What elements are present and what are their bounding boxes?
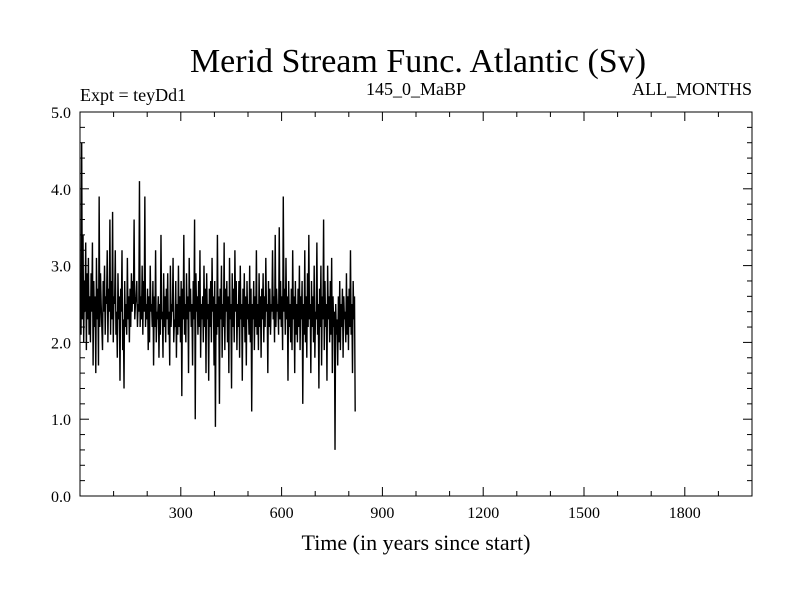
experiment-label: Expt = teyDd1 <box>80 85 186 105</box>
series-line-0 <box>79 142 356 450</box>
y-tick-label: 3.0 <box>51 259 71 276</box>
x-axis-label: Time (in years since start) <box>302 530 531 555</box>
x-tick-label: 900 <box>370 505 394 522</box>
x-tick-label: 1800 <box>669 505 701 522</box>
x-tick-label: 1200 <box>467 505 499 522</box>
x-tick-label: 1500 <box>568 505 600 522</box>
y-tick-label: 0.0 <box>51 489 71 506</box>
period-label: 145_0_MaBP <box>366 79 466 99</box>
x-tick-label: 300 <box>169 505 193 522</box>
axes: 300 600 900 1200 1500 1800 0.0 1.0 2.0 3.0 4.0 5.0 <box>51 105 753 522</box>
plot-area <box>79 142 356 450</box>
x-tick-label: 600 <box>270 505 294 522</box>
y-tick-label: 1.0 <box>51 412 71 429</box>
y-tick-label: 5.0 <box>51 105 71 122</box>
months-label: ALL_MONTHS <box>632 79 752 99</box>
y-tick-label: 4.0 <box>51 182 71 199</box>
chart-title: Merid Stream Func. Atlantic (Sv) <box>190 43 646 80</box>
y-tick-label: 2.0 <box>51 335 71 352</box>
